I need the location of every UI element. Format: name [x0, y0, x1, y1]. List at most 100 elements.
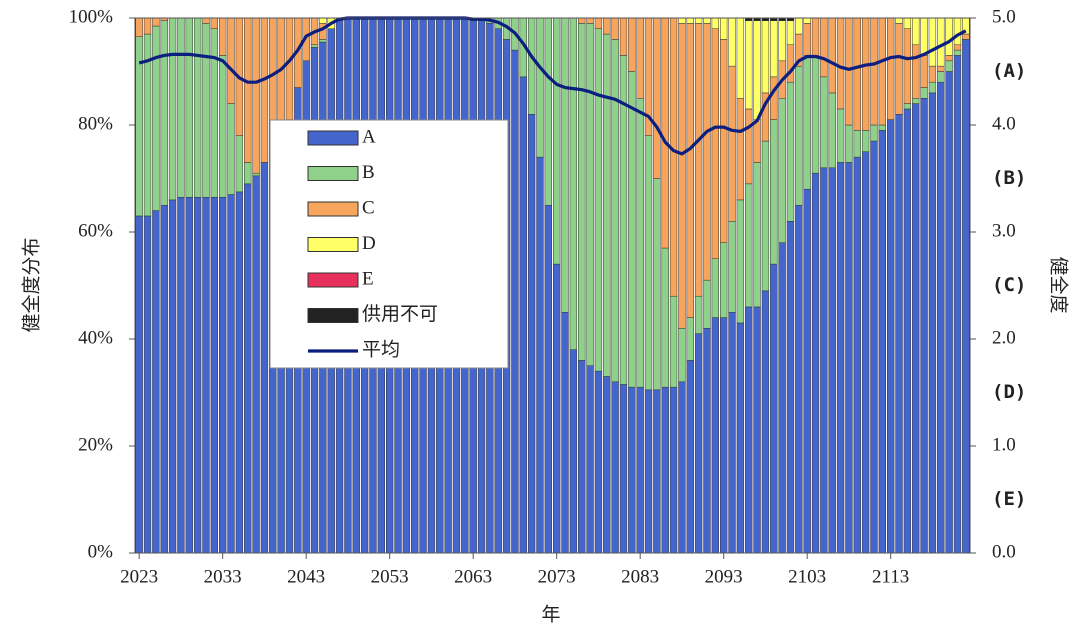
bar-segment [686, 317, 694, 361]
bar-segment [937, 65, 945, 72]
bar-segment [720, 317, 728, 554]
bar-segment [795, 17, 803, 35]
bar-segment [628, 71, 636, 388]
bar-segment [945, 55, 953, 62]
bar-segment [711, 17, 719, 29]
bar-segment [694, 17, 703, 24]
bar-segment [753, 20, 761, 120]
x-tick-label: 2023 [120, 566, 158, 587]
bar-segment [569, 349, 578, 554]
bar-segment [653, 17, 661, 179]
bar-segment [202, 17, 210, 24]
bar-segment [644, 135, 653, 391]
bar-segment [945, 60, 953, 72]
bar-segment [703, 23, 711, 281]
bar-segment [285, 17, 294, 120]
bar-segment [686, 23, 694, 318]
legend-label: 平均 [362, 338, 400, 360]
bar-segment [912, 44, 920, 99]
bar-segment [135, 215, 143, 554]
bar-segment [628, 17, 636, 72]
bar-segment [786, 81, 795, 222]
bar-segment [728, 221, 736, 313]
bar-segment [561, 17, 569, 313]
bar-segment [636, 98, 644, 388]
bar-segment [152, 210, 160, 554]
bar-segment [828, 92, 836, 169]
bar-segment [753, 162, 761, 308]
bar-segment [945, 17, 953, 56]
bar-segment [778, 242, 786, 554]
legend-swatch [307, 237, 359, 252]
bar-segment [694, 333, 703, 554]
bar-segment [795, 65, 803, 206]
bar-segment [736, 98, 745, 201]
bar-segment [736, 199, 745, 324]
bar-segment [686, 360, 694, 554]
bar-segment [143, 17, 152, 35]
bar-segment [920, 55, 928, 88]
bar-segment [778, 20, 786, 62]
bar-segment [594, 370, 603, 554]
bar-segment [669, 17, 678, 297]
bar-segment [903, 108, 912, 554]
bar-segment [953, 17, 962, 45]
bar-segment [135, 17, 143, 37]
bar-segment [861, 17, 870, 131]
bar-segment [544, 205, 552, 554]
legend-swatch [307, 166, 359, 181]
bar-segment [210, 17, 218, 29]
grade-label: (E) [992, 488, 1026, 510]
x-tick-label: 2093 [705, 566, 743, 587]
bar-segment [803, 23, 811, 56]
bar-segment [861, 130, 870, 153]
bar-segment [937, 71, 945, 83]
bar-segment [319, 39, 327, 43]
bar-segment [820, 76, 828, 169]
grade-label: (B) [992, 167, 1026, 189]
bar-segment [553, 17, 561, 265]
plot-frame [134, 17, 971, 554]
bar-segment [193, 196, 202, 554]
legend-label: B [362, 162, 375, 183]
bar-segment [745, 183, 753, 308]
bar-segment [694, 23, 703, 297]
bar-segment [828, 17, 836, 94]
bar-segment [310, 44, 319, 48]
bar-segment [895, 17, 903, 24]
bar-segment [152, 17, 160, 27]
y2-tick-label: 0.0 [992, 541, 1016, 562]
bar-segment [828, 167, 836, 554]
bar-segment [219, 55, 227, 198]
bar-segment [260, 162, 269, 554]
bar-segment [536, 156, 544, 554]
bar-segment [578, 360, 586, 554]
bar-segment [143, 215, 152, 554]
bar-segment [895, 114, 903, 554]
bar-segment [711, 258, 719, 318]
bar-segment [786, 20, 795, 45]
bar-segment [820, 17, 828, 78]
bar-segment [678, 23, 686, 329]
bar-segment [745, 108, 753, 185]
bar-segment [578, 23, 586, 361]
bar-segment [152, 25, 160, 211]
bar-segment [728, 312, 736, 554]
bar-segment [761, 140, 770, 292]
bar-segment [177, 17, 185, 198]
y-tick-label: 0% [88, 541, 114, 562]
x-axis-label: 年 [541, 604, 560, 626]
bar-segment [678, 328, 686, 383]
bar-segment [912, 103, 920, 554]
bar-segment [185, 17, 193, 198]
bar-segment [160, 205, 168, 554]
bar-segment [912, 98, 920, 104]
bar-segment [920, 17, 928, 56]
bar-segment [661, 17, 669, 249]
bar-segment [887, 17, 895, 120]
grade-label: (A) [992, 60, 1026, 82]
legend-label: E [362, 268, 374, 289]
